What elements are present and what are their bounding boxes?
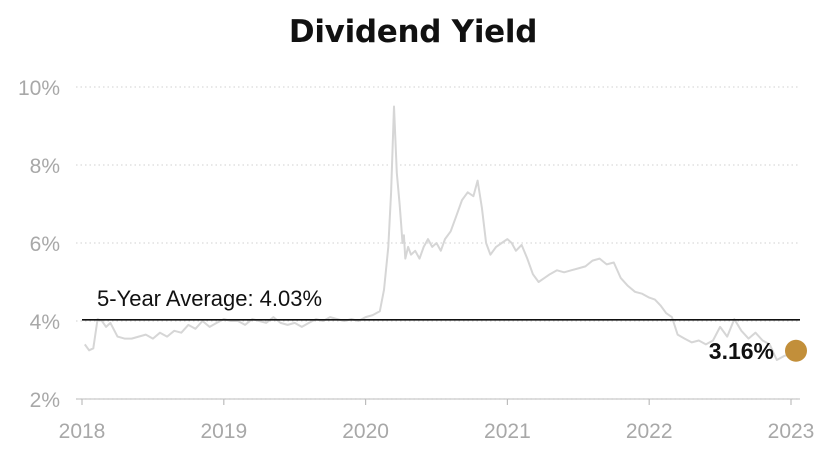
average-label: 5-Year Average: 4.03% (97, 286, 322, 311)
x-tick-label: 2019 (200, 420, 247, 443)
current-value-marker (785, 339, 807, 362)
y-tick-label: 10% (18, 77, 60, 100)
x-tick-label: 2018 (59, 420, 106, 443)
y-tick-label: 4% (30, 311, 60, 334)
y-tick-label: 2% (30, 389, 60, 412)
y-tick-label: 8% (30, 155, 60, 178)
x-tick-label: 2022 (626, 420, 673, 443)
current-value-label: 3.16% (709, 338, 774, 364)
x-axis: 2018 2019 2020 2021 2022 2023 (59, 398, 815, 443)
y-tick-label: 6% (30, 233, 60, 256)
y-axis-tick-labels: 2% 4% 6% 8% 10% (18, 77, 60, 412)
x-tick-label: 2021 (484, 420, 531, 443)
chart-title: Dividend Yield (288, 14, 538, 50)
dividend-yield-line (83, 105, 792, 361)
grid-layer (76, 86, 800, 400)
x-tick-label: 2023 (768, 420, 815, 443)
x-tick-label: 2020 (342, 420, 389, 443)
